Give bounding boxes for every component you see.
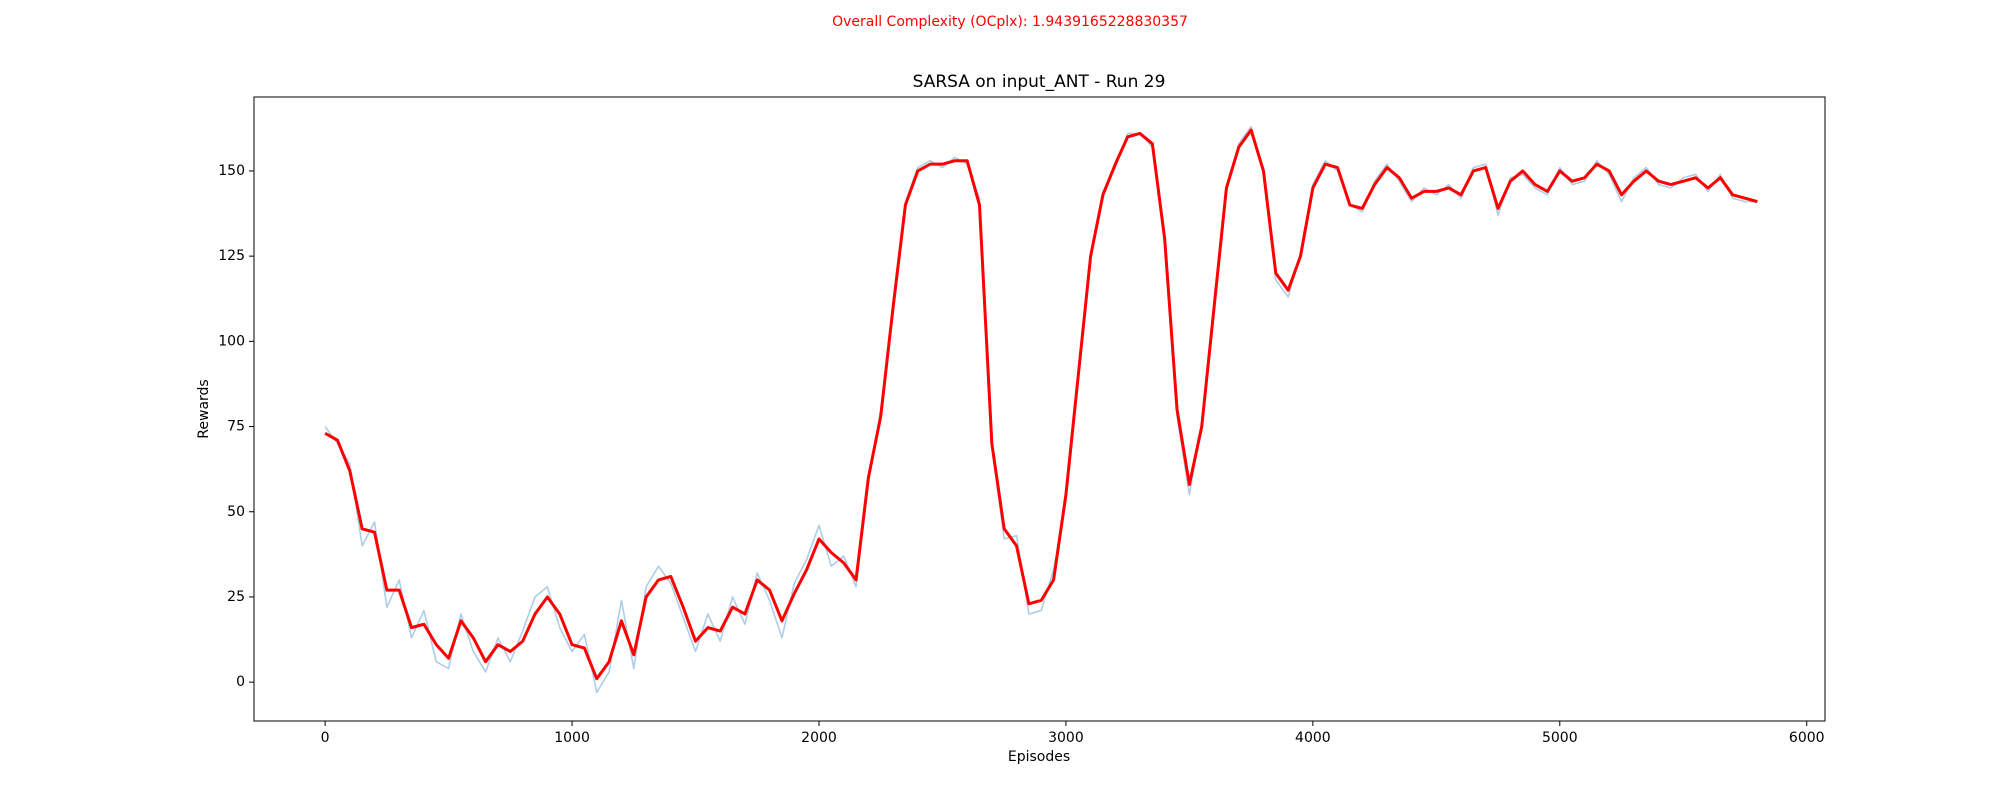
chart-title: SARSA on input_ANT - Run 29 [913,72,1166,92]
suptitle: Overall Complexity (OCplx): 1.9439165228… [832,14,1188,30]
y-tick-label: 0 [236,674,245,690]
plot-frame [253,96,1826,722]
series-line [324,128,1758,681]
x-tick-label: 3000 [1048,730,1084,746]
x-tick-label: 4000 [1295,730,1331,746]
x-tick-label: 2000 [801,730,837,746]
y-axis-label: Rewards [196,379,212,438]
y-tick-label: 125 [218,248,245,264]
x-tick-label: 5000 [1542,730,1578,746]
y-tick-label: 25 [227,589,245,605]
y-tick-label: 50 [227,504,245,520]
y-tick-label: 75 [227,419,245,435]
x-tick-label: 1000 [554,730,590,746]
y-tick-label: 150 [218,163,245,179]
x-tick-label: 6000 [1789,730,1825,746]
y-tick-label: 100 [218,333,245,349]
x-axis-label: Episodes [1008,749,1070,765]
x-tick-label: 0 [321,730,330,746]
